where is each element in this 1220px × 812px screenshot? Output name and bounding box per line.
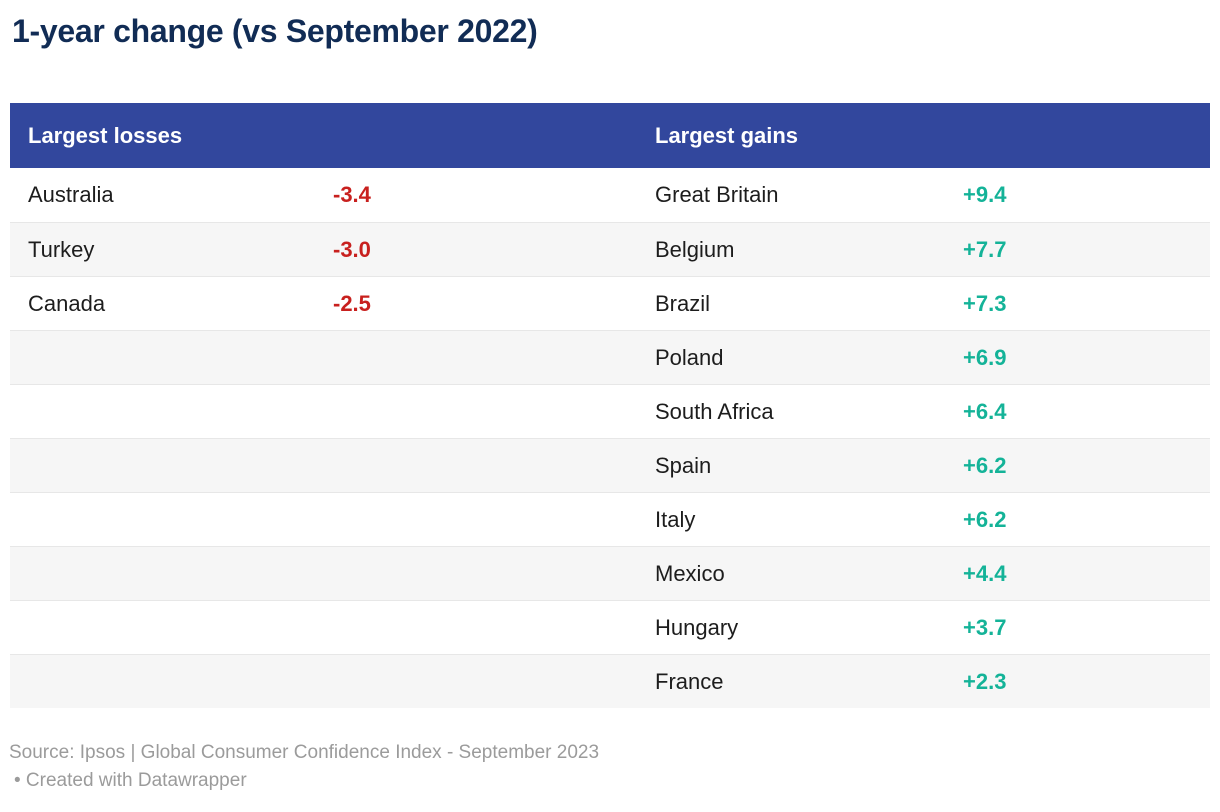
gain-value-cell: +6.4	[963, 398, 1007, 424]
datawrapper-attribution-link[interactable]: • Created with Datawrapper	[14, 770, 247, 791]
table-row: Canada -2.5 Brazil +7.3	[10, 276, 1210, 330]
table-row: South Africa +6.4	[10, 384, 1210, 438]
loss-country-cell: Turkey	[28, 236, 95, 262]
table-row: Spain +6.2	[10, 438, 1210, 492]
gain-country-cell: Belgium	[655, 236, 735, 262]
comparison-table: Largest losses Largest gains Australia -…	[10, 103, 1210, 708]
gain-country-cell: Italy	[655, 506, 696, 532]
table-row: Turkey -3.0 Belgium +7.7	[10, 222, 1210, 276]
table-row: Poland +6.9	[10, 330, 1210, 384]
table-body: Australia -3.4 Great Britain +9.4 Turkey…	[10, 168, 1210, 708]
gain-value-cell: +4.4	[963, 560, 1007, 586]
gain-value-cell: +9.4	[963, 182, 1007, 207]
gain-country-cell: France	[655, 668, 724, 694]
gain-value-cell: +7.7	[963, 236, 1007, 262]
gain-country-cell: Mexico	[655, 560, 725, 586]
loss-value-cell: -3.0	[333, 236, 371, 262]
gain-country-cell: Brazil	[655, 290, 711, 316]
gain-country-cell: South Africa	[655, 398, 774, 424]
gain-value-cell: +7.3	[963, 290, 1007, 316]
table-row: Mexico +4.4	[10, 546, 1210, 600]
losses-column-header: Largest losses	[28, 122, 183, 148]
table-row: Hungary +3.7	[10, 600, 1210, 654]
gain-country-cell: Hungary	[655, 614, 739, 640]
footer: Source: Ipsos | Global Consumer Confiden…	[9, 739, 599, 795]
source-line: Source: Ipsos | Global Consumer Confiden…	[9, 742, 600, 763]
gain-value-cell: +6.2	[963, 506, 1007, 532]
gain-value-cell: +2.3	[963, 668, 1007, 694]
gain-country-cell: Poland	[655, 344, 724, 370]
gain-value-cell: +6.2	[963, 452, 1007, 478]
loss-value-cell: -2.5	[333, 290, 371, 316]
gain-value-cell: +6.9	[963, 344, 1007, 370]
gains-column-header: Largest gains	[655, 122, 799, 148]
loss-country-cell: Canada	[28, 290, 106, 316]
chart-title: 1-year change (vs September 2022)	[12, 13, 538, 49]
loss-country-cell: Australia	[28, 182, 114, 207]
table-row: Australia -3.4 Great Britain +9.4	[10, 168, 1210, 222]
gain-country-cell: Spain	[655, 452, 712, 478]
gain-country-cell: Great Britain	[655, 182, 779, 207]
table-header-row: Largest losses Largest gains	[10, 103, 1210, 168]
table-row: France +2.3	[10, 654, 1210, 708]
table-row: Italy +6.2	[10, 492, 1210, 546]
gain-value-cell: +3.7	[963, 614, 1007, 640]
loss-value-cell: -3.4	[333, 182, 371, 207]
